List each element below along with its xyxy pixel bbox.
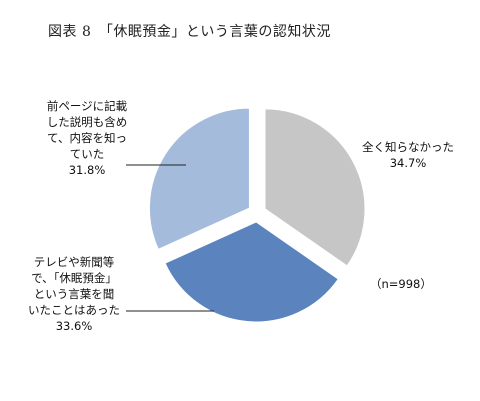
slice-label-line: 前ページに記載 [47, 99, 128, 113]
slice-label-line: という言葉を聞 [34, 287, 115, 301]
slice-value-label: 31.8% [69, 163, 106, 177]
slice-label-line: いたことはあった [28, 303, 120, 317]
slice-label-line: した説明も含め [47, 115, 128, 129]
slice-not-aware [264, 108, 366, 267]
slice-label-line: で、「休眠預金」 [31, 271, 117, 285]
slice-label-line: ていた [70, 147, 105, 161]
slice-value-label: 34.7% [390, 156, 427, 170]
slice-label-line: 全く知らなかった [362, 140, 454, 154]
slice-knew-content [148, 107, 250, 251]
slice-heard-word [164, 221, 339, 323]
slice-value-label: 33.6% [56, 319, 93, 333]
slice-label-line: て、内容を知っ [47, 131, 127, 145]
slice-label-line: テレビや新聞等 [34, 255, 115, 269]
chart-title: 図表 8 「休眠預金」という言葉の認知状況 [48, 24, 331, 40]
sample-size-annotation: （n=998） [370, 277, 432, 291]
